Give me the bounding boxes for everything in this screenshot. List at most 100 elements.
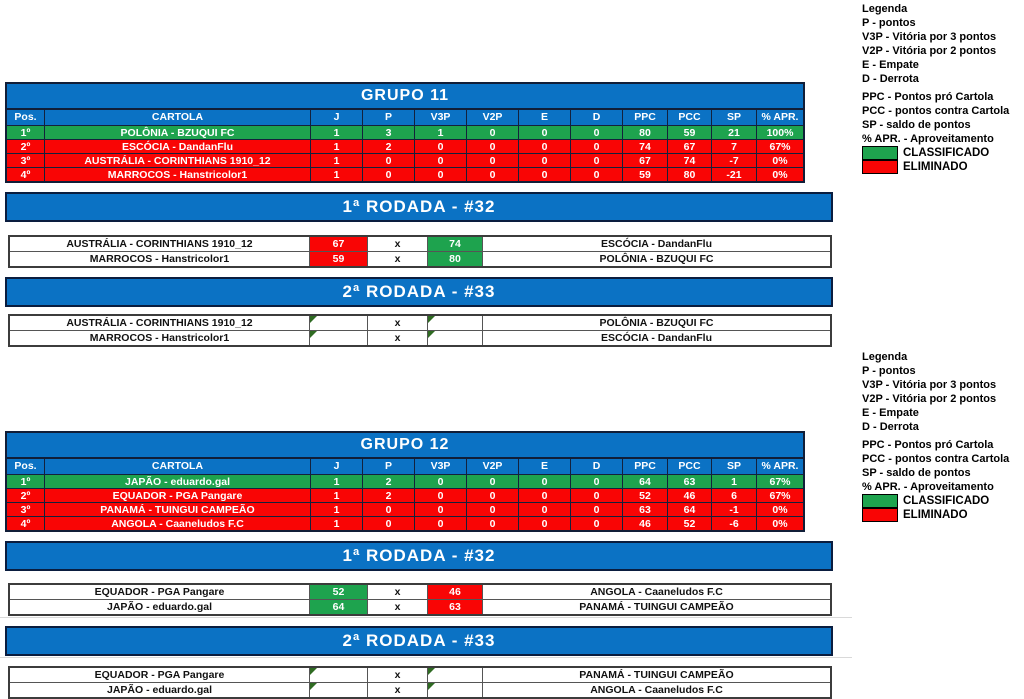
home-score-cell[interactable] — [310, 683, 368, 697]
cell-cartola: JAPÃO - eduardo.gal — [45, 474, 311, 488]
eliminated-legend-row: ELIMINADO — [862, 159, 1009, 174]
cell-sp: 7 — [712, 139, 757, 153]
cell-apr: 67% — [757, 474, 803, 488]
cell-v2p: 0 — [467, 516, 519, 530]
legend-item-p: P - pontos — [862, 17, 916, 29]
match-row: AUSTRÁLIA - CORINTHIANS 1910_12 67 x 74 … — [10, 237, 830, 251]
cell-e: 0 — [519, 502, 571, 516]
cell-v3p: 0 — [415, 516, 467, 530]
match-row: EQUADOR - PGA Pangare 52 x 46 ANGOLA - C… — [10, 585, 830, 599]
separator-cell: x — [368, 331, 428, 345]
home-team-cell: MARROCOS - Hanstricolor1 — [10, 331, 310, 345]
standings-row: 3º PANAMÁ - TUINGUI CAMPEÃO 1 0 0 0 0 0 … — [7, 502, 803, 516]
home-team-cell: AUSTRÁLIA - CORINTHIANS 1910_12 — [10, 316, 310, 330]
home-team-cell: JAPÃO - eduardo.gal — [10, 683, 310, 697]
cell-pos: 4º — [7, 516, 45, 530]
away-score-cell[interactable] — [428, 331, 483, 345]
separator-cell: x — [368, 585, 428, 599]
away-score-cell: 63 — [428, 600, 483, 614]
pending-flag-icon — [310, 316, 317, 323]
cell-apr: 0% — [757, 502, 803, 516]
cell-d: 0 — [571, 153, 623, 167]
home-score-cell[interactable] — [310, 316, 368, 330]
cell-sp: -1 — [712, 502, 757, 516]
separator-cell: x — [368, 252, 428, 266]
round-header-bar: 2ª RODADA - #33 — [5, 626, 833, 656]
cell-j: 1 — [311, 139, 363, 153]
cell-ppc: 52 — [623, 488, 668, 502]
away-team-cell: ANGOLA - Caaneludos F.C — [590, 684, 723, 696]
home-score-cell[interactable] — [310, 668, 368, 682]
column-header-d: D — [571, 459, 623, 474]
cell-pcc: 59 — [668, 125, 712, 139]
legend-item-pcc: PCC - pontos contra Cartola — [862, 105, 1010, 117]
cell-v2p: 0 — [467, 125, 519, 139]
cell-p: 3 — [363, 125, 415, 139]
pending-flag-icon — [428, 331, 435, 338]
cell-sp: -6 — [712, 516, 757, 530]
pending-flag-icon — [310, 331, 317, 338]
legend-bottom: Legenda P - pontos V3P - Vitória por 3 p… — [862, 350, 1009, 522]
cell-e: 0 — [519, 153, 571, 167]
column-header-pcc: PCC — [668, 110, 712, 125]
column-header-d: D — [571, 110, 623, 125]
cell-cartola: ANGOLA - Caaneludos F.C — [45, 516, 311, 530]
cell-d: 0 — [571, 474, 623, 488]
classified-swatch-icon — [862, 146, 898, 160]
match-row: MARROCOS - Hanstricolor1 x ESCÓCIA - Dan… — [10, 330, 830, 345]
cell-p: 2 — [363, 474, 415, 488]
column-header-cartola: CARTOLA — [45, 459, 311, 474]
away-score-cell[interactable] — [428, 683, 483, 697]
away-score-cell: 74 — [428, 237, 483, 251]
cell-p: 2 — [363, 488, 415, 502]
cell-v2p: 0 — [467, 488, 519, 502]
cell-pos: 1º — [7, 474, 45, 488]
cell-pos: 2º — [7, 488, 45, 502]
legend-item-ppc: PPC - Pontos pró Cartola — [862, 439, 994, 451]
legend-item-v2p: V2P - Vitória por 2 pontos — [862, 393, 997, 405]
column-header-p: P — [363, 459, 415, 474]
standings-row: 2º ESCÓCIA - DandanFlu 1 2 0 0 0 0 74 67… — [7, 139, 803, 153]
cell-d: 0 — [571, 516, 623, 530]
cell-j: 1 — [311, 516, 363, 530]
group-title: GRUPO 12 — [7, 433, 803, 459]
pending-flag-icon — [428, 316, 435, 323]
cell-j: 1 — [311, 167, 363, 181]
cell-cartola: AUSTRÁLIA - CORINTHIANS 1910_12 — [45, 153, 311, 167]
cell-p: 0 — [363, 502, 415, 516]
cell-cartola: PANAMÁ - TUINGUI CAMPEÃO — [45, 502, 311, 516]
cell-pos: 4º — [7, 167, 45, 181]
match-row: JAPÃO - eduardo.gal 64 x 63 PANAMÁ - TUI… — [10, 599, 830, 614]
legend-item-d: D - Derrota — [862, 421, 919, 433]
legend-item-apr: % APR. - Aproveitamento — [862, 133, 994, 145]
standings-row: 1º JAPÃO - eduardo.gal 1 2 0 0 0 0 64 63… — [7, 474, 803, 488]
away-score-cell[interactable] — [428, 316, 483, 330]
cell-j: 1 — [311, 474, 363, 488]
cell-v2p: 0 — [467, 139, 519, 153]
round-header-bar: 1ª RODADA - #32 — [5, 192, 833, 222]
separator-cell: x — [368, 237, 428, 251]
column-header-e: E — [519, 110, 571, 125]
away-score-cell[interactable] — [428, 668, 483, 682]
column-header-apr: % APR. — [761, 111, 799, 123]
cell-d: 0 — [571, 167, 623, 181]
cell-j: 1 — [311, 125, 363, 139]
cell-cartola: ESCÓCIA - DandanFlu — [45, 139, 311, 153]
legend-item-apr: % APR. - Aproveitamento — [862, 481, 994, 493]
match-row: MARROCOS - Hanstricolor1 59 x 80 POLÔNIA… — [10, 251, 830, 266]
standings-header-row: Pos. CARTOLA J P V3P V2P E D PPC PCC SP … — [7, 459, 803, 474]
cell-cartola: MARROCOS - Hanstricolor1 — [45, 167, 311, 181]
standings-header-row: Pos. CARTOLA J P V3P V2P E D PPC PCC SP … — [7, 110, 803, 125]
gridline — [0, 657, 852, 658]
away-team-cell: PANAMÁ - TUINGUI CAMPEÃO — [579, 669, 734, 681]
cell-ppc: 80 — [623, 125, 668, 139]
cell-v2p: 0 — [467, 167, 519, 181]
home-score-cell: 67 — [310, 237, 368, 251]
cell-pcc: 80 — [668, 167, 712, 181]
round-2-group-11-matches: AUSTRÁLIA - CORINTHIANS 1910_12 x POLÔNI… — [8, 314, 832, 347]
home-score-cell[interactable] — [310, 331, 368, 345]
eliminated-swatch-icon — [862, 507, 898, 522]
column-header-apr: % APR. — [761, 460, 799, 472]
legend-title: Legenda — [862, 3, 908, 15]
cell-apr: 100% — [757, 125, 803, 139]
